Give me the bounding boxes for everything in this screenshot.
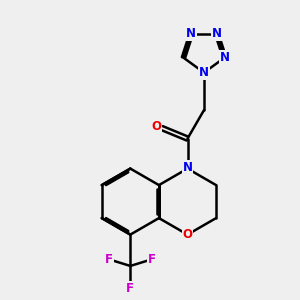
Text: N: N (220, 51, 230, 64)
Text: F: F (148, 253, 156, 266)
Text: F: F (105, 253, 113, 266)
Text: O: O (152, 120, 162, 133)
Text: N: N (199, 66, 209, 79)
Text: N: N (212, 27, 222, 40)
Text: F: F (126, 282, 134, 295)
Text: N: N (182, 160, 193, 174)
Text: N: N (186, 27, 196, 40)
Text: O: O (182, 228, 193, 241)
